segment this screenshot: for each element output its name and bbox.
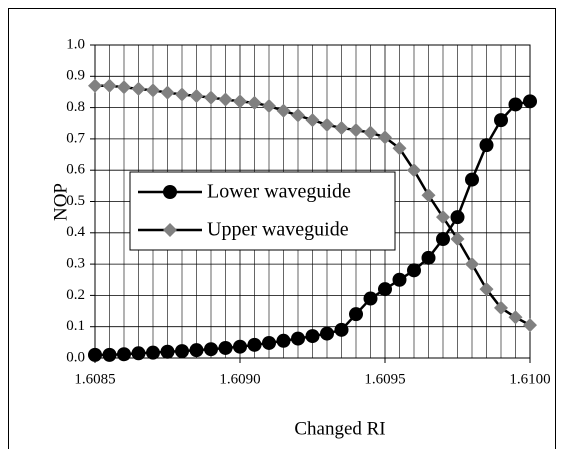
marker [523,94,537,109]
y-tick-label: 0.6 [66,162,85,178]
marker [247,95,262,110]
marker [276,103,291,118]
marker [494,113,508,128]
marker [436,210,450,225]
x-axis-label: Changed RI [294,418,385,439]
x-tick-label: 1.6095 [364,371,405,387]
marker [392,141,407,156]
marker [131,81,146,96]
y-tick-label: 0.3 [66,256,85,272]
marker [160,85,175,100]
marker [465,257,479,272]
legend-label: Lower waveguide [207,181,351,203]
marker [146,83,160,98]
marker [349,307,363,322]
y-axis-label: NOP [50,183,71,221]
marker [204,342,218,357]
legend-label: Upper waveguide [207,219,349,241]
marker [363,291,378,306]
y-tick-label: 0.2 [66,287,85,303]
marker [320,117,334,132]
marker [189,89,204,104]
marker [262,335,276,350]
marker [233,339,247,354]
y-tick-label: 0.7 [66,130,85,146]
x-tick-label: 1.6100 [509,371,550,387]
marker [163,185,177,199]
marker [508,97,523,112]
marker [163,223,177,237]
x-tick-label: 1.6085 [74,371,115,387]
marker [392,272,407,287]
marker [421,250,436,265]
marker [160,344,175,359]
marker [262,99,276,114]
marker [102,78,117,93]
marker [378,282,392,297]
marker [291,331,305,346]
y-tick-label: 0.5 [66,193,85,209]
y-tick-label: 0.9 [66,68,85,84]
marker [88,78,102,93]
marker [407,263,421,278]
marker [450,232,465,247]
marker [363,125,378,140]
x-tick-label: 1.6090 [219,371,260,387]
marker [305,113,320,128]
marker [508,310,523,325]
marker [117,347,131,362]
marker [233,94,247,109]
marker [305,329,320,344]
marker [494,300,508,315]
marker [523,318,537,333]
marker [247,337,262,352]
marker [276,333,291,348]
marker [88,347,102,362]
marker [334,120,349,135]
marker [465,172,479,187]
marker [450,210,465,225]
y-tick-label: 0.0 [66,349,85,365]
marker [378,130,392,145]
marker [479,138,494,153]
marker [436,232,450,247]
marker [175,344,189,359]
y-tick-label: 0.1 [66,318,85,334]
marker [218,92,233,107]
marker [102,347,117,362]
y-tick-label: 1.0 [66,36,85,52]
figure-border [8,8,556,449]
marker [334,322,349,337]
y-tick-label: 0.8 [66,99,85,115]
marker [189,343,204,358]
legend-box [129,171,396,251]
marker [146,345,160,360]
legend: Lower waveguide Upper waveguide [129,171,396,251]
plot-border [94,44,531,359]
marker [320,326,334,341]
marker [218,340,233,355]
marker [204,90,218,105]
y-tick-label: 0.4 [66,224,85,240]
marker [421,188,436,203]
marker [175,87,189,102]
marker [349,123,363,138]
marker [407,163,421,178]
marker [479,282,494,297]
marker [291,108,305,123]
marker [117,80,131,95]
marker [131,346,146,361]
